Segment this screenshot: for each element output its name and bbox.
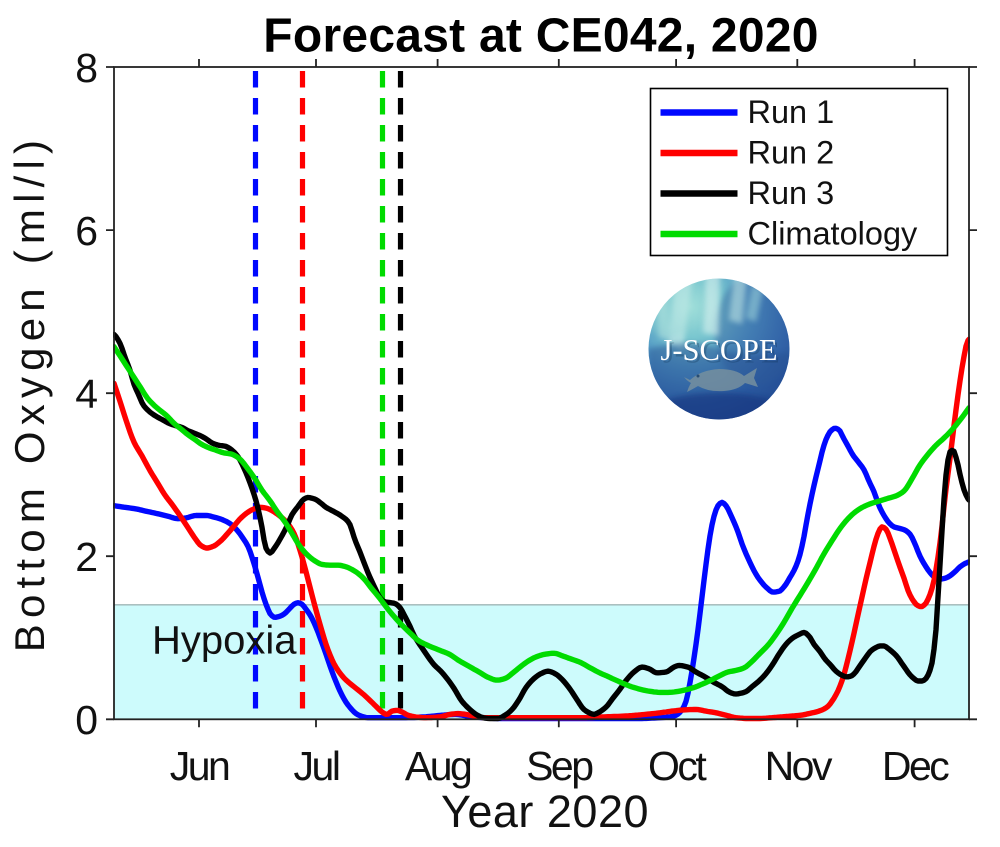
- svg-text:4: 4: [75, 371, 98, 417]
- svg-text:J-SCOPE: J-SCOPE: [663, 336, 780, 370]
- svg-text:Oct: Oct: [648, 743, 707, 789]
- svg-text:Jul: Jul: [294, 743, 339, 789]
- svg-text:Nov: Nov: [765, 743, 833, 789]
- svg-text:0: 0: [75, 697, 98, 743]
- svg-text:Run 3: Run 3: [748, 175, 835, 211]
- svg-text:Year 2020: Year 2020: [441, 786, 649, 837]
- svg-text:Sep: Sep: [526, 743, 593, 789]
- svg-text:8: 8: [75, 45, 98, 91]
- svg-text:6: 6: [75, 208, 98, 254]
- svg-text:Run 1: Run 1: [748, 94, 835, 130]
- svg-text:Run 2: Run 2: [748, 135, 835, 171]
- svg-text:J-SCOPE: J-SCOPE: [661, 333, 778, 367]
- svg-text:2: 2: [75, 534, 98, 580]
- svg-text:Jun: Jun: [170, 743, 229, 789]
- svg-text:Dec: Dec: [882, 743, 949, 789]
- svg-text:Climatology: Climatology: [748, 216, 919, 252]
- svg-text:Bottom Oxygen (ml/l): Bottom Oxygen (ml/l): [6, 134, 53, 652]
- svg-text:Aug: Aug: [405, 743, 471, 789]
- svg-text:Forecast at CE042, 2020: Forecast at CE042, 2020: [263, 10, 818, 63]
- svg-text:Hypoxia: Hypoxia: [152, 619, 297, 663]
